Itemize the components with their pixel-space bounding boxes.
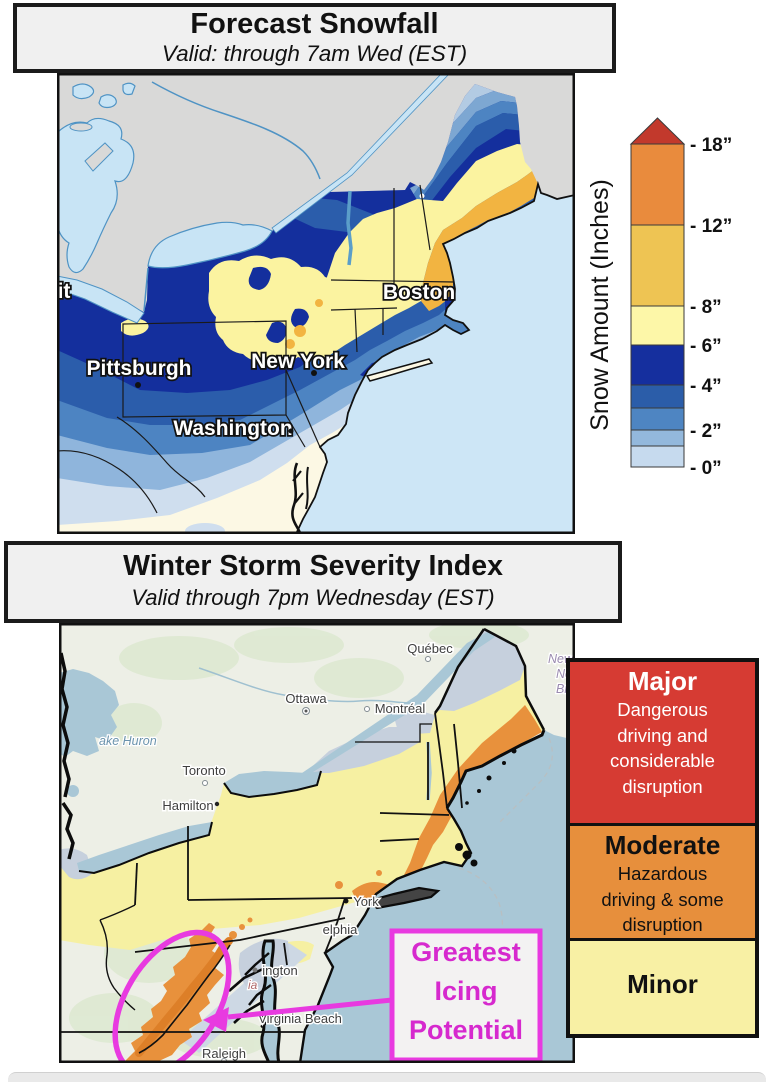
svg-text:Snow Amount (Inches): Snow Amount (Inches) (586, 179, 614, 431)
svg-text:- 6”: - 6” (690, 336, 722, 357)
svg-text:Potential: Potential (409, 1015, 523, 1045)
svg-text:ia: ia (248, 978, 258, 992)
svg-text:- 0”: - 0” (690, 458, 722, 479)
svg-text:- 8”: - 8” (690, 297, 722, 318)
svg-text:Icing: Icing (434, 976, 497, 1006)
svg-text:New York: New York (251, 350, 345, 373)
svg-text:- 2”: - 2” (690, 421, 722, 442)
svg-text:ington: ington (262, 963, 297, 978)
svg-text:York: York (353, 894, 379, 909)
svg-text:- 4”: - 4” (690, 376, 722, 397)
svg-text:Hamilton: Hamilton (162, 798, 213, 813)
svg-text:Ottawa: Ottawa (285, 691, 327, 706)
svg-text:ake Huron: ake Huron (99, 734, 157, 748)
svg-text:- 12”: - 12” (690, 216, 732, 237)
svg-text:it: it (58, 280, 71, 303)
svg-text:Québec: Québec (407, 641, 453, 656)
svg-text:Montréal: Montréal (375, 701, 426, 716)
svg-text:Toronto: Toronto (182, 763, 225, 778)
svg-text:Greatest: Greatest (411, 937, 521, 967)
svg-text:elphia: elphia (323, 922, 358, 937)
svg-text:- 18”: - 18” (690, 135, 732, 156)
svg-text:Pittsburgh: Pittsburgh (87, 357, 192, 380)
svg-text:Boston: Boston (383, 281, 455, 304)
svg-text:Washington: Washington (173, 417, 292, 440)
svg-text:Raleigh: Raleigh (202, 1046, 246, 1061)
